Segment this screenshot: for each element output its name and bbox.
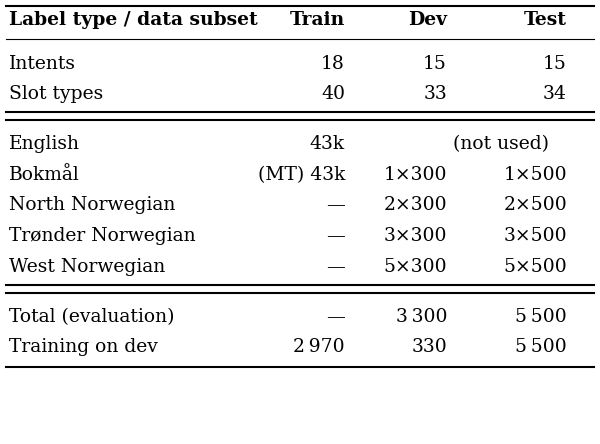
Text: 33: 33 — [423, 85, 447, 103]
Text: 18: 18 — [321, 55, 345, 73]
Text: West Norwegian: West Norwegian — [9, 258, 165, 276]
Text: North Norwegian: North Norwegian — [9, 197, 175, 214]
Text: 3 300: 3 300 — [395, 308, 447, 326]
Text: 34: 34 — [543, 85, 567, 103]
Text: 1×300: 1×300 — [383, 166, 447, 184]
Text: —: — — [326, 308, 345, 326]
Text: Slot types: Slot types — [9, 85, 103, 103]
Text: 40: 40 — [321, 85, 345, 103]
Text: 43k: 43k — [310, 135, 345, 153]
Text: Intents: Intents — [9, 55, 76, 73]
Text: (not used): (not used) — [453, 135, 549, 153]
Text: 5×500: 5×500 — [503, 258, 567, 276]
Text: 1×500: 1×500 — [503, 166, 567, 184]
Text: Trønder Norwegian: Trønder Norwegian — [9, 227, 196, 245]
Text: —: — — [326, 258, 345, 276]
Text: Test: Test — [524, 11, 567, 29]
Text: English: English — [9, 135, 80, 153]
Text: 3×500: 3×500 — [503, 227, 567, 245]
Text: Train: Train — [290, 11, 345, 29]
Text: 2×500: 2×500 — [503, 197, 567, 214]
Text: Total (evaluation): Total (evaluation) — [9, 308, 175, 326]
Text: (MT) 43k: (MT) 43k — [257, 166, 345, 184]
Text: —: — — [326, 197, 345, 214]
Text: 5×300: 5×300 — [383, 258, 447, 276]
Text: 2 970: 2 970 — [293, 338, 345, 356]
Text: 5 500: 5 500 — [515, 308, 567, 326]
Text: 15: 15 — [423, 55, 447, 73]
Text: Label type / data subset: Label type / data subset — [9, 11, 258, 29]
Text: Bokmål: Bokmål — [9, 166, 80, 184]
Text: 5 500: 5 500 — [515, 338, 567, 356]
Text: Training on dev: Training on dev — [9, 338, 158, 356]
Text: 330: 330 — [411, 338, 447, 356]
Text: —: — — [326, 227, 345, 245]
Text: 15: 15 — [543, 55, 567, 73]
Text: Dev: Dev — [408, 11, 447, 29]
Text: 3×300: 3×300 — [383, 227, 447, 245]
Text: 2×300: 2×300 — [383, 197, 447, 214]
